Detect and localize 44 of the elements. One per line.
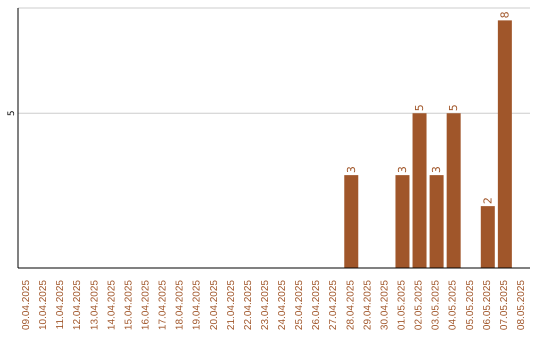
bar <box>395 175 410 268</box>
x-tick-label: 19.04.2025 <box>192 280 203 330</box>
x-tick-label: 03.05.2025 <box>430 280 442 330</box>
data-label: 2 <box>481 197 494 204</box>
bar <box>344 175 358 268</box>
x-tick-label: 27.04.2025 <box>328 280 340 330</box>
bar <box>498 20 512 268</box>
x-tick-label: 07.05.2025 <box>498 280 510 330</box>
data-label: 3 <box>344 166 358 174</box>
x-tick-label: 12.04.2025 <box>72 280 84 330</box>
x-tick-label: 04.05.2025 <box>448 280 459 330</box>
x-tick-label: 16.04.2025 <box>140 280 152 330</box>
data-label: 3 <box>396 166 409 174</box>
x-tick-label: 21.04.2025 <box>226 280 237 330</box>
x-tick-label: 06.05.2025 <box>482 280 493 330</box>
x-tick-label: 28.04.2025 <box>345 280 356 330</box>
x-tick-label: 17.04.2025 <box>158 280 169 330</box>
data-label: 3 <box>430 166 444 174</box>
x-tick-label: 22.04.2025 <box>242 280 254 330</box>
x-tick-label: 29.04.2025 <box>362 280 374 330</box>
x-tick-label: 08.05.2025 <box>516 280 527 330</box>
x-tick-label: 20.04.2025 <box>208 280 220 330</box>
x-tick-label: 18.04.2025 <box>174 280 186 330</box>
x-tick-label: 11.04.2025 <box>55 280 66 330</box>
x-tick-label: 13.04.2025 <box>89 280 100 330</box>
bar <box>480 206 495 268</box>
x-tick-label: 05.05.2025 <box>464 280 476 330</box>
data-label: 5 <box>447 104 460 112</box>
x-tick-label: 14.04.2025 <box>106 280 118 330</box>
bar <box>446 113 461 268</box>
x-tick-label: 15.04.2025 <box>123 280 134 330</box>
x-tick-label: 09.04.2025 <box>21 280 32 330</box>
x-tick-label: 02.05.2025 <box>414 280 425 330</box>
data-label: 5 <box>413 104 426 112</box>
x-tick-label: 10.04.2025 <box>38 280 50 330</box>
bar <box>412 113 427 268</box>
x-tick-label: 01.05.2025 <box>396 280 408 330</box>
bar <box>430 175 444 268</box>
x-tick-label: 24.04.2025 <box>277 280 288 330</box>
data-label: 8 <box>498 11 512 18</box>
x-tick-label: 23.04.2025 <box>260 280 271 330</box>
x-tick-label: 26.04.2025 <box>311 280 322 330</box>
x-tick-label: 30.04.2025 <box>379 280 390 330</box>
x-tick-label: 25.04.2025 <box>294 280 306 330</box>
